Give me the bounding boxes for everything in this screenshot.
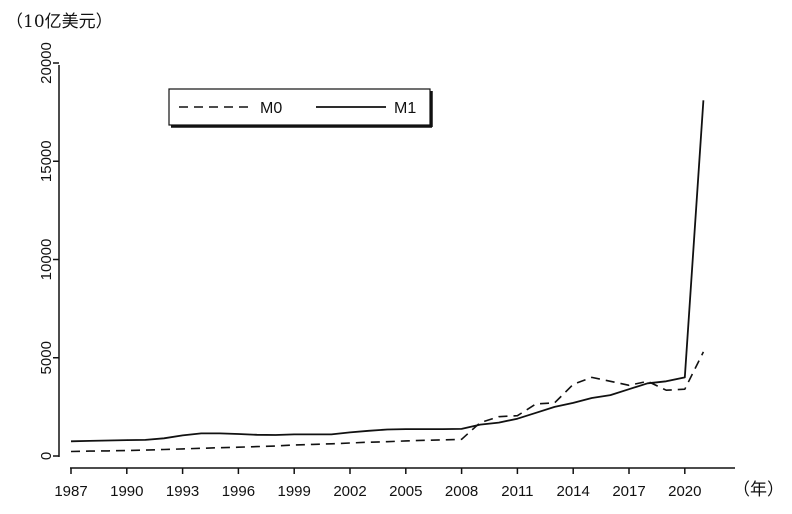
series-line-m1 <box>70 100 705 443</box>
x-tick-label: 2008 <box>445 483 478 500</box>
x-ticks: 1987 1990 1993 1996 1999 2002 2005 2008 2011 2014… <box>54 468 701 500</box>
x-tick-label: 2014 <box>557 483 590 500</box>
y-unit-label: （10亿美元） <box>6 12 113 32</box>
y-tick-label: 0 <box>38 452 55 460</box>
x-tick-label: 1999 <box>278 483 311 500</box>
legend-label-m0: M0 <box>260 100 282 117</box>
x-tick-label: 2005 <box>389 483 422 500</box>
x-tick-label: 2011 <box>501 483 533 500</box>
x-tick-label: 1987 <box>54 483 87 500</box>
y-tick-label: 15000 <box>38 140 55 182</box>
x-tick-label: 1996 <box>222 483 255 500</box>
x-tick-label: 2002 <box>333 483 366 500</box>
x-unit-label: （年） <box>733 480 784 500</box>
y-ticks: 0 5000 10000 15000 20000 <box>38 42 59 460</box>
x-tick-label: 1990 <box>110 483 143 500</box>
legend-label-m1: M1 <box>394 100 416 117</box>
x-tick-label: 1993 <box>166 483 199 500</box>
x-tick-label: 2017 <box>612 483 645 500</box>
series-layer <box>70 100 705 453</box>
x-tick-label: 2020 <box>668 483 701 500</box>
y-tick-label: 5000 <box>38 341 55 374</box>
y-tick-label: 10000 <box>38 239 55 281</box>
y-tick-label: 20000 <box>38 42 55 84</box>
legend-box <box>168 88 431 126</box>
series-line-m0 <box>70 351 705 453</box>
legend: M0 M1 <box>168 88 433 128</box>
